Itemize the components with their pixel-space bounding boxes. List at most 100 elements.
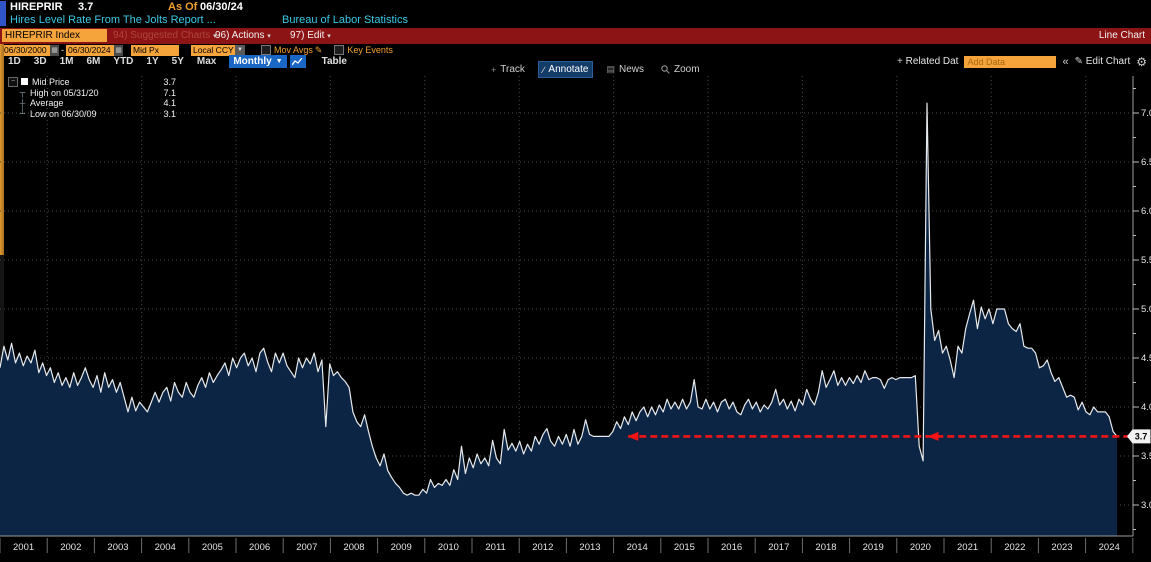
legend-value: 3.1 [163, 108, 176, 119]
news-icon: ▤ [606, 64, 615, 74]
legend-row-low[interactable]: ┴ Low on 06/30/09 3.1 [8, 109, 176, 120]
zoom-button[interactable]: Zoom [657, 62, 704, 77]
y-axis-label: 5.0 [1141, 304, 1151, 315]
x-axis-label: 2001 [13, 542, 34, 553]
tab-ytd[interactable]: YTD [113, 56, 134, 67]
x-axis-label: 2014 [627, 542, 648, 553]
calendar-icon[interactable]: ▦ [50, 44, 59, 56]
actions-menu[interactable]: 96) Actions ▾ [215, 30, 271, 41]
legend-label: Average [30, 98, 64, 109]
edit-menu[interactable]: 97) Edit ▾ [290, 30, 331, 41]
x-axis-label: 2023 [1051, 542, 1072, 553]
left-scrollbar-thumb[interactable] [0, 44, 4, 255]
start-date-field[interactable]: 06/30/2000 [2, 44, 50, 56]
y-axis-label: 6.0 [1141, 206, 1151, 217]
x-axis-label: 2016 [721, 542, 742, 553]
legend-expander[interactable]: − [8, 77, 18, 88]
x-axis-label: 2005 [202, 542, 223, 553]
series-swatch [19, 77, 30, 87]
svg-text:3.7: 3.7 [1135, 432, 1148, 442]
x-axis-label: 2004 [155, 542, 176, 553]
x-axis-label: 2020 [910, 542, 931, 553]
tab-1m[interactable]: 1M [59, 56, 74, 67]
price-field-select[interactable]: Mid Px [131, 44, 179, 56]
y-axis-label: 4.5 [1141, 353, 1151, 364]
x-axis-label: 2019 [863, 542, 884, 553]
tab-5y[interactable]: 5Y [171, 56, 184, 67]
track-button[interactable]: + Track [491, 64, 525, 75]
currency-select[interactable]: Local CCY [191, 44, 235, 56]
key-events-checkbox[interactable] [334, 45, 345, 55]
edit-chart-button[interactable]: ✎ Edit Chart [1074, 56, 1131, 67]
x-axis-label: 2011 [485, 542, 505, 553]
chart-controls-bar: 06/30/2000 ▦ - 06/30/2024 ▦ Mid Px Local… [0, 44, 1151, 56]
end-date-field[interactable]: 06/30/2024 [66, 44, 114, 56]
arrowhead-left-icon [627, 431, 639, 441]
low-marker-icon: ┴ [19, 109, 26, 119]
legend-label: Low on 06/30/09 [30, 108, 97, 119]
calendar-icon[interactable]: ▦ [114, 44, 123, 56]
legend-label: Mid Price [32, 77, 70, 88]
x-axis-label: 2024 [1099, 542, 1120, 553]
suggested-charts-menu[interactable]: 94) Suggested Charts ▾ [113, 30, 217, 41]
pencil-icon: ✎ [1074, 56, 1083, 67]
x-axis-label: 2010 [438, 542, 459, 553]
frequency-select[interactable]: Monthly ▼ [229, 55, 287, 68]
legend-value: 4.1 [163, 98, 176, 109]
x-axis-label: 2013 [579, 542, 600, 553]
x-axis-label: 2006 [249, 542, 270, 553]
related-data-button[interactable]: + Related Dat [897, 56, 959, 67]
security-description[interactable]: Hires Level Rate From The Jolts Report .… [10, 14, 216, 26]
period-bar: 1D 3D 1M 6M YTD 1Y 5Y Max Monthly ▼ Table + Rel… [0, 55, 1151, 69]
line-chart-style-button[interactable] [289, 55, 306, 68]
tab-1d[interactable]: 1D [8, 56, 21, 67]
chart-canvas[interactable]: 3.0 3.5 4.0 4.5 5.0 5.5 6.0 6.5 7.0 3.7 2001 2002 20… [0, 76, 1151, 562]
annotation-arrow[interactable] [627, 431, 1131, 441]
y-axis-label: 6.5 [1141, 157, 1151, 168]
last-price-badge: 3.7 [1127, 429, 1151, 444]
range-separator: - [61, 45, 64, 55]
collapse-icon[interactable]: « [1062, 55, 1069, 68]
gear-icon[interactable]: ⚙ [1136, 54, 1147, 69]
x-axis-label: 2017 [768, 542, 789, 553]
security-input[interactable]: HIREPRIR Index [2, 29, 107, 42]
legend-row-average[interactable]: ┼ Average 4.1 [8, 98, 176, 109]
x-axis-label: 2009 [391, 542, 412, 553]
legend-value: 3.7 [163, 77, 176, 88]
legend-label: High on 05/31/20 [30, 87, 99, 98]
x-axis-label: 2022 [1004, 542, 1025, 553]
tab-1y[interactable]: 1Y [146, 56, 159, 67]
plus-icon: + [897, 56, 903, 67]
legend-row-mid[interactable]: − Mid Price 3.7 [8, 77, 176, 88]
chevron-down-icon: ▾ [213, 33, 217, 40]
annotate-button[interactable]: ∕ Annotate [537, 61, 594, 78]
legend-row-high[interactable]: ┬ High on 05/31/20 7.1 [8, 88, 176, 99]
y-axis-label: 7.0 [1141, 108, 1151, 119]
avg-marker-icon: ┼ [19, 98, 26, 108]
news-button[interactable]: ▤ News [606, 64, 644, 75]
right-tools-group: + Related Dat « ✎ Edit Chart ⚙ [897, 55, 1151, 69]
chevron-down-icon: ▾ [267, 33, 271, 40]
window-corner-icon [0, 1, 6, 26]
x-axis-label: 2008 [343, 542, 364, 553]
security-header: HIREPRIR 3.7 As Of 06/30/24 [0, 0, 1151, 14]
table-button[interactable]: Table [321, 56, 347, 67]
period-tabs: 1D 3D 1M 6M YTD 1Y 5Y Max [8, 56, 229, 67]
chevron-down-icon[interactable]: ▼ [235, 44, 245, 56]
add-data-input[interactable] [964, 55, 1057, 68]
security-description-row: Hires Level Rate From The Jolts Report .… [0, 14, 1151, 28]
magnifier-icon [661, 65, 670, 74]
tab-3d[interactable]: 3D [33, 56, 47, 67]
x-axis-label: 2012 [532, 542, 553, 553]
tab-max[interactable]: Max [196, 56, 217, 67]
last-price: 3.7 [78, 1, 94, 13]
chevron-down-icon: ▼ [275, 58, 283, 65]
pencil-icon[interactable]: ✎ [314, 44, 323, 55]
y-axis-label: 4.0 [1141, 402, 1151, 413]
price-area-fill [0, 103, 1117, 536]
x-axis-label: 2021 [957, 542, 978, 553]
mov-avgs-checkbox[interactable] [261, 45, 271, 55]
x-axis-label: 2015 [674, 542, 695, 553]
tab-6m[interactable]: 6M [86, 56, 101, 67]
